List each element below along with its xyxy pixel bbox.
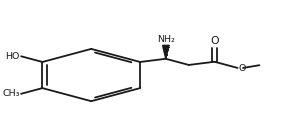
- Text: O: O: [239, 64, 246, 73]
- Text: O: O: [210, 36, 219, 46]
- Text: CH₃: CH₃: [2, 89, 20, 98]
- Text: NH₂: NH₂: [157, 35, 175, 44]
- Text: HO: HO: [5, 52, 19, 61]
- Polygon shape: [163, 45, 169, 59]
